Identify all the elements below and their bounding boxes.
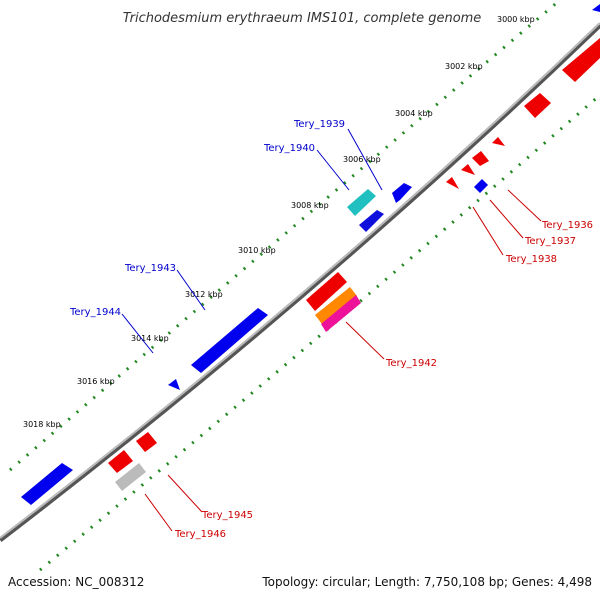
gene-label-tery-1936[interactable]: Tery_1936 [541, 220, 593, 231]
gene-label-tery-1946[interactable]: Tery_1946 [174, 529, 226, 540]
gene-arrow-fwd-b[interactable] [21, 463, 73, 505]
kbp-label-3012: 3012 kbp [185, 290, 223, 299]
accession-text: Accession: NC_008312 [8, 575, 144, 589]
reverse-leader-lines [144, 189, 542, 532]
gene-arrow-tery-1946[interactable] [115, 463, 146, 491]
genome-backbone [0, 22, 600, 542]
gene-arrow-tery-1942[interactable] [306, 272, 347, 311]
reverse-genes [108, 38, 600, 491]
gene-arrow-rev-a[interactable] [562, 38, 600, 82]
gene-arrow-rev-b[interactable] [524, 93, 551, 118]
gene-label-tery-1938[interactable]: Tery_1938 [505, 254, 557, 265]
gene-arrow-rev-d[interactable] [446, 177, 459, 189]
gene-arrow-rev-c[interactable] [461, 164, 475, 175]
forward-gene-labels: Tery_1939 Tery_1940 Tery_1943 Tery_1944 [69, 119, 345, 318]
kbp-label-3000: 3000 kbp [497, 15, 535, 24]
kbp-label-3004: 3004 kbp [395, 109, 433, 118]
gene-arrow-rev-e[interactable] [136, 432, 157, 452]
gene-arrow-tery-1944[interactable] [168, 379, 180, 390]
kbp-label-3008: 3008 kbp [291, 201, 329, 210]
kbp-labels: 3000 kbp 3002 kbp 3004 kbp 3006 kbp 3008… [23, 15, 535, 429]
kbp-label-3016: 3016 kbp [77, 377, 115, 386]
gene-label-tery-1943[interactable]: Tery_1943 [124, 263, 176, 274]
kbp-label-3014: 3014 kbp [131, 334, 169, 343]
gene-label-tery-1939[interactable]: Tery_1939 [293, 119, 345, 130]
gene-arrow-tery-1945[interactable] [108, 450, 133, 473]
forward-genes [21, 4, 600, 505]
inner-tick-track [39, 93, 600, 572]
gene-label-tery-1937[interactable]: Tery_1937 [524, 236, 576, 247]
gene-arrow-tery-1943[interactable] [191, 308, 268, 373]
genome-summary-text: Topology: circular; Length: 7,750,108 bp… [261, 575, 592, 589]
reverse-gene-labels: Tery_1936 Tery_1937 Tery_1938 Tery_1942 … [174, 220, 593, 540]
map-title: Trichodesmium erythraeum IMS101, complet… [123, 11, 482, 26]
kbp-label-3002: 3002 kbp [445, 62, 483, 71]
gene-arrow-edge[interactable] [592, 4, 600, 12]
gene-arrow-tery-1937[interactable] [472, 151, 489, 166]
gene-arrow-tery-1936[interactable] [492, 137, 505, 146]
gene-label-tery-1942[interactable]: Tery_1942 [385, 358, 437, 369]
gene-arrow-magenta[interactable] [321, 295, 361, 332]
gene-label-tery-1944[interactable]: Tery_1944 [69, 307, 121, 318]
gene-label-tery-1940[interactable]: Tery_1940 [263, 143, 315, 154]
gene-arrow-tery-1939[interactable] [347, 189, 376, 216]
gene-arrow-tery-1938[interactable] [474, 179, 488, 193]
gene-arrow-orange[interactable] [315, 287, 357, 324]
gene-arrow-tery-1940[interactable] [359, 210, 384, 232]
gene-label-tery-1945[interactable]: Tery_1945 [201, 510, 253, 521]
forward-leader-lines [121, 128, 383, 354]
gene-arrow-fwd-a[interactable] [392, 183, 412, 203]
kbp-label-3018: 3018 kbp [23, 420, 61, 429]
kbp-label-3010: 3010 kbp [238, 246, 276, 255]
kbp-label-3006: 3006 kbp [343, 155, 381, 164]
